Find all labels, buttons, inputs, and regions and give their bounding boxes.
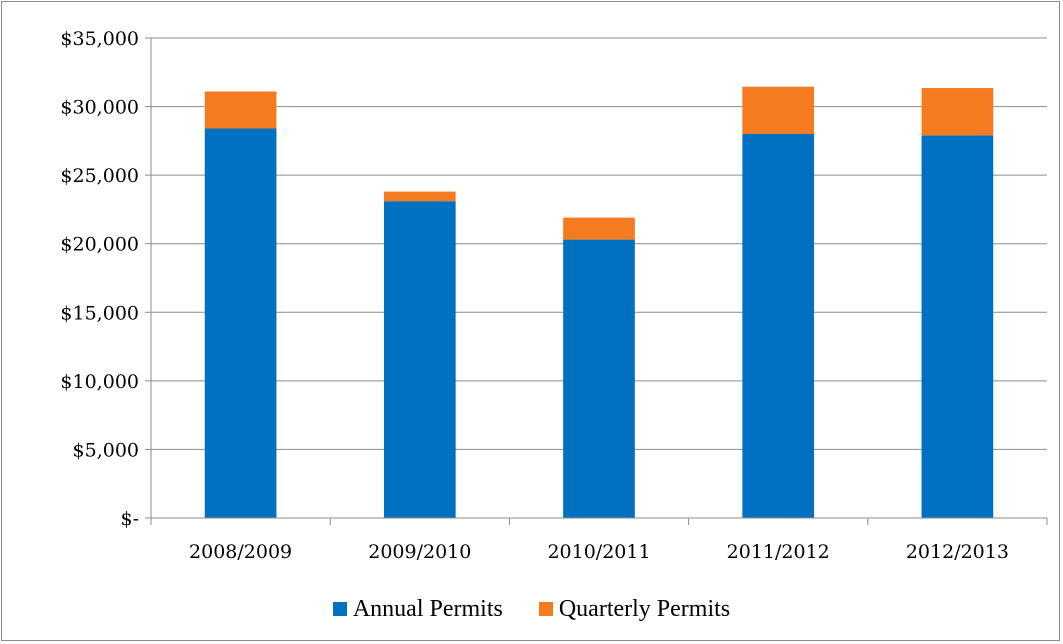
x-tick-label: 2008/2009	[189, 541, 292, 563]
y-tick-label: $30,000	[60, 97, 139, 119]
x-tick-label: 2011/2012	[727, 541, 830, 563]
legend-label-annual: Annual Permits	[352, 595, 503, 622]
legend-swatch-quarterly	[538, 602, 553, 616]
x-tick-labels: 2008/2009 2009/2010 2010/2011 2011/2012 2012…	[189, 541, 1009, 563]
y-tick-labels: $- $5,000 $10,000 $15,000 $20,000 $25,000 $30,…	[60, 28, 139, 530]
x-tick-label: 2009/2010	[368, 541, 471, 563]
bar-annual-permits	[921, 135, 994, 518]
bar-quarterly-permits	[921, 88, 994, 136]
bar-quarterly-permits	[383, 191, 456, 202]
bar-quarterly-permits	[742, 86, 815, 134]
y-tick-label: $25,000	[60, 165, 139, 187]
y-tick-label: $10,000	[60, 371, 139, 393]
bar-annual-permits	[204, 128, 277, 518]
legend-item-annual: Annual Permits	[332, 595, 503, 623]
bar-annual-permits	[563, 239, 635, 518]
bar-annual-permits	[383, 201, 456, 518]
axes	[150, 38, 1048, 525]
legend: Annual Permits Quarterly Permits	[0, 594, 1063, 624]
legend-label-quarterly: Quarterly Permits	[558, 595, 731, 622]
legend-item-quarterly: Quarterly Permits	[538, 595, 731, 623]
y-tick-label: $-	[120, 508, 139, 530]
y-tick-label: $35,000	[60, 28, 139, 50]
bar-annual-permits	[742, 134, 815, 518]
x-tick-label: 2012/2013	[906, 541, 1009, 563]
y-tick-label: $20,000	[60, 234, 139, 256]
y-tick-label: $15,000	[60, 302, 139, 324]
bar-quarterly-permits	[563, 217, 635, 240]
bars	[204, 86, 994, 518]
y-tick-label: $5,000	[73, 439, 139, 461]
x-tick-label: 2010/2011	[547, 541, 650, 563]
legend-swatch-annual	[332, 602, 347, 616]
bar-quarterly-permits	[204, 91, 277, 129]
